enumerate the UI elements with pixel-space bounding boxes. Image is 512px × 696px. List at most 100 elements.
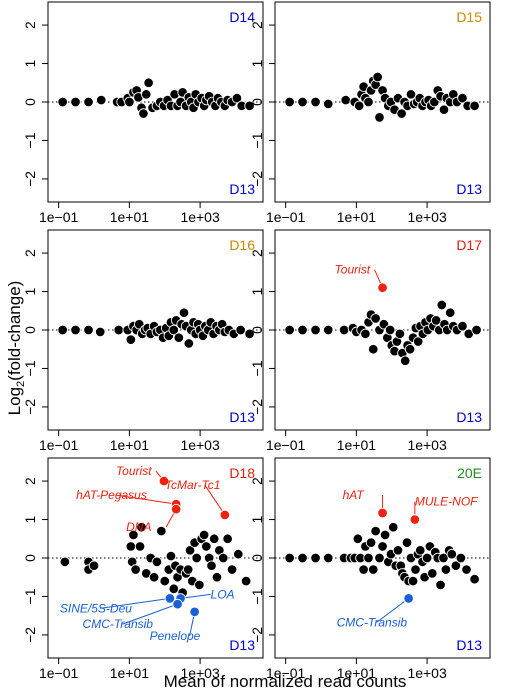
data-point (183, 338, 195, 349)
data-point (374, 112, 385, 123)
ma-panel: 1e−01 1e+01 1e+03 −2 −1 0 1 2 D15 D13 (249, 1, 491, 225)
data-point (394, 328, 406, 340)
highlighted-point (189, 606, 200, 618)
data-point (206, 560, 217, 571)
y-tick-label: −2 (249, 171, 265, 187)
data-point (372, 71, 383, 83)
data-point (191, 552, 202, 564)
y-tick-label: −1 (249, 132, 265, 148)
y-tick-label: 1 (249, 515, 265, 523)
data-point (353, 100, 365, 112)
data-point (240, 575, 252, 587)
y-tick-label: 0 (249, 554, 265, 562)
data-point (427, 568, 438, 579)
x-tick-label: 1e+01 (337, 665, 377, 681)
data-point (222, 533, 233, 545)
data-point (457, 92, 468, 104)
data-point (148, 571, 160, 583)
data-point (168, 583, 180, 595)
data-point (358, 564, 369, 575)
highlighted-point (170, 503, 182, 515)
data-point (412, 336, 424, 347)
data-point (201, 541, 212, 552)
data-point (211, 571, 223, 583)
data-point (182, 564, 194, 575)
data-point (455, 552, 467, 564)
panel-top-label: D18 (229, 465, 255, 481)
x-axis-title: Mean of normalized read counts (164, 672, 407, 691)
data-point (173, 332, 185, 343)
panel-top-label: D17 (456, 237, 482, 253)
data-point (370, 313, 381, 324)
annotation-label: CMC-Transib (337, 615, 408, 629)
annotation-label: Tourist (335, 263, 371, 277)
data-point (405, 89, 417, 100)
data-point (310, 552, 321, 564)
data-point (141, 89, 152, 100)
data-point (70, 96, 81, 108)
x-tick-label: 1e+03 (407, 209, 447, 225)
x-tick-label: 1e+03 (407, 665, 447, 681)
panel-top-label: D14 (229, 9, 255, 25)
data-point (194, 579, 205, 591)
data-point (421, 552, 433, 564)
panel-top-label: D16 (229, 237, 255, 253)
x-tick-label: 1e−01 (39, 665, 79, 681)
data-point (446, 548, 458, 560)
ma-panel: 1e−01 1e+01 1e+03 −2 −1 0 1 2 Tourist D17 D13 (249, 229, 491, 453)
y-tick-label: 2 (249, 249, 265, 257)
panel-top-label: 20E (457, 465, 482, 481)
y-tick-label: −2 (22, 171, 38, 187)
annotation-leader (122, 603, 178, 625)
y-tick-label: 2 (249, 21, 265, 29)
data-point (469, 100, 480, 112)
y-tick-label: 1 (22, 287, 38, 295)
data-point (360, 328, 371, 340)
highlighted-point (158, 475, 170, 487)
panel-bottom-label: D13 (456, 409, 482, 425)
data-point (377, 541, 388, 552)
data-point (392, 545, 404, 556)
data-point (244, 328, 255, 340)
data-point (138, 108, 149, 119)
data-point (407, 575, 419, 587)
highlighted-point (409, 514, 421, 525)
highlighted-point (377, 507, 388, 519)
data-point (134, 541, 146, 552)
data-point (124, 96, 135, 108)
data-point (444, 307, 456, 318)
x-tick-label: 1e−01 (266, 665, 306, 681)
y-tick-label: −1 (22, 588, 38, 604)
data-point (384, 324, 396, 336)
y-tick-label: −2 (22, 627, 38, 643)
y-tick-label: 0 (22, 98, 38, 106)
data-point (95, 94, 107, 106)
data-point (461, 564, 472, 575)
x-tick-label: 1e+03 (180, 437, 220, 453)
annotation-leader (204, 484, 226, 516)
highlighted-point (403, 593, 414, 604)
data-point (94, 326, 106, 338)
highlighted-point (219, 509, 231, 521)
data-point (436, 299, 448, 311)
panel-bottom-label: D13 (229, 409, 255, 425)
y-tick-label: −1 (249, 588, 265, 604)
data-point (233, 548, 244, 560)
x-tick-label: 1e−01 (266, 209, 306, 225)
data-point (130, 564, 141, 575)
data-point (450, 560, 462, 571)
y-tick-label: 0 (249, 98, 265, 106)
y-tick-label: 2 (249, 477, 265, 485)
data-point (379, 529, 391, 541)
data-point (399, 355, 411, 367)
data-point (457, 320, 468, 332)
panel-bottom-label: D13 (229, 181, 255, 197)
data-point (284, 552, 295, 564)
annotation-leader (376, 597, 409, 623)
annotation-label: SINE/5S-Deu (60, 601, 132, 615)
data-point (440, 564, 452, 575)
y-tick-label: 1 (22, 515, 38, 523)
x-tick-label: 1e+01 (110, 437, 150, 453)
data-point (370, 525, 381, 537)
data-point (226, 564, 238, 575)
